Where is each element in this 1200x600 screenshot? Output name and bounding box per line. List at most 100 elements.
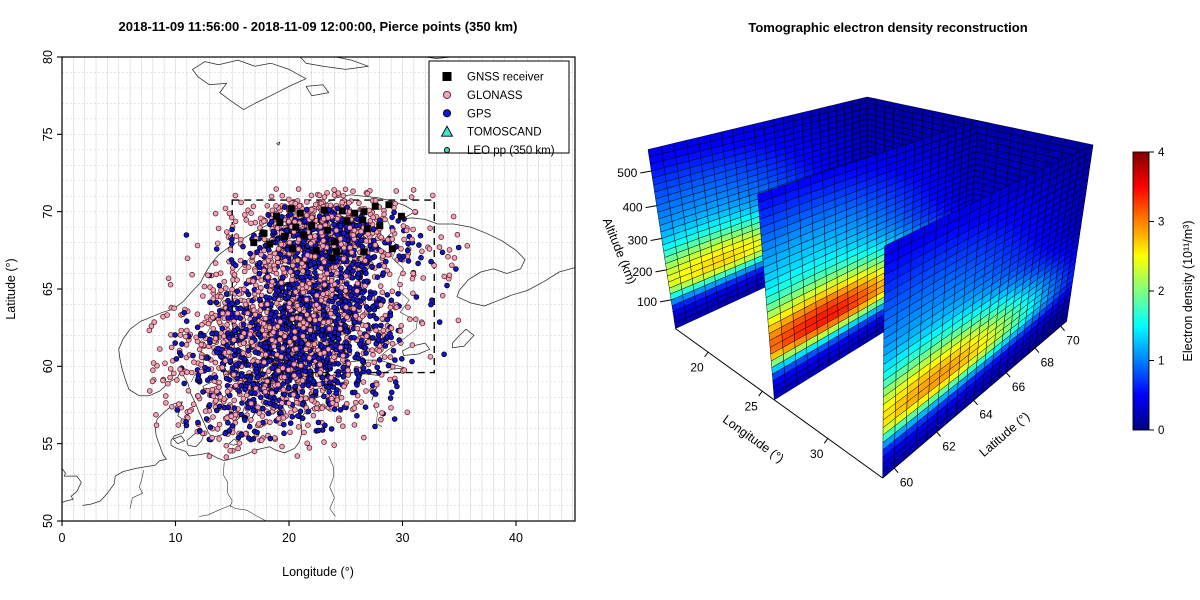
pierce-point-gps: [294, 413, 301, 419]
pierce-point-gps: [335, 315, 342, 322]
pierce-point-glonass: [267, 287, 273, 294]
pierce-point-glonass: [318, 265, 325, 271]
pierce-point-gps: [203, 355, 210, 361]
pierce-point-glonass: [397, 281, 403, 288]
pierce-point-gps: [342, 298, 349, 305]
pierce-point-glonass: [297, 362, 304, 369]
pierce-point-glonass: [379, 315, 386, 322]
pierce-point-glonass: [262, 351, 269, 358]
pierce-point-gps: [374, 364, 381, 371]
pierce-point-glonass: [216, 436, 222, 442]
pierce-point-gps: [335, 360, 342, 367]
pierce-point-glonass: [363, 333, 370, 339]
y-tick-label: 50: [41, 514, 55, 528]
pierce-point-glonass: [247, 331, 253, 338]
pierce-point-glonass: [150, 360, 157, 366]
pierce-point-glonass: [342, 288, 349, 294]
pierce-point-glonass: [250, 203, 257, 210]
pierce-point-glonass: [354, 288, 360, 294]
pierce-point-glonass: [318, 229, 325, 236]
pierce-point-glonass: [336, 417, 342, 424]
pierce-point-glonass: [299, 260, 305, 267]
pierce-point-gps: [249, 297, 255, 304]
pierce-point-gps: [294, 270, 300, 276]
pierce-point-gps: [242, 417, 248, 423]
receiver-marker: [260, 229, 268, 237]
pierce-point-glonass: [373, 327, 379, 334]
pierce-point-gps: [354, 412, 360, 419]
pierce-point-gps: [359, 290, 366, 296]
pierce-point-glonass: [346, 199, 352, 206]
receiver-marker: [312, 246, 320, 254]
pierce-point-gps: [183, 232, 190, 238]
receiver-marker: [250, 239, 258, 247]
pierce-point-glonass: [354, 325, 361, 332]
pierce-point-glonass: [255, 404, 261, 411]
pierce-point-glonass: [301, 429, 307, 436]
pierce-point-glonass: [289, 316, 296, 322]
pierce-point-glonass: [238, 236, 244, 243]
receiver-marker: [266, 240, 274, 248]
pierce-point-gps: [178, 352, 184, 359]
pierce-point-glonass: [165, 380, 171, 387]
pierce-point-gps: [415, 260, 421, 267]
pierce-point-gps: [231, 327, 238, 334]
pierce-point-gps: [396, 253, 403, 259]
pierce-point-glonass: [246, 352, 252, 358]
pierce-point-glonass: [195, 393, 201, 399]
pierce-point-glonass: [223, 285, 229, 291]
pierce-point-glonass: [231, 272, 238, 278]
pierce-point-glonass: [431, 262, 437, 269]
pierce-point-glonass: [206, 453, 213, 460]
pierce-point-glonass: [320, 216, 327, 222]
pierce-point-gps: [174, 407, 181, 413]
pierce-point-glonass: [299, 377, 306, 384]
pierce-point-glonass: [398, 322, 405, 329]
pierce-point-glonass: [304, 440, 311, 447]
pierce-point-glonass: [409, 236, 415, 243]
pierce-point-gps: [268, 218, 275, 225]
pierce-point-gps: [190, 352, 196, 359]
pierce-point-gps: [256, 270, 263, 277]
pierce-point-glonass: [163, 400, 169, 406]
pierce-point-glonass: [312, 233, 318, 239]
reconstruction-region-dashed-box: [231, 199, 435, 374]
pierce-point-gps: [213, 299, 220, 306]
pierce-point-glonass: [266, 324, 273, 331]
receiver-marker: [397, 212, 405, 220]
pierce-point-gps: [373, 341, 380, 347]
pierce-point-glonass: [242, 301, 249, 308]
pierce-point-glonass: [341, 383, 347, 390]
pierce-point-gps: [203, 416, 210, 422]
pierce-point-glonass: [264, 274, 271, 280]
pierce-point-gps: [369, 335, 376, 341]
pierce-point-glonass: [289, 277, 295, 283]
pierce-point-gps: [387, 312, 394, 319]
pierce-point-glonass: [291, 328, 298, 335]
pierce-point-gps: [321, 336, 327, 343]
pierce-point-glonass: [225, 310, 231, 317]
pierce-point-glonass: [365, 231, 371, 237]
pierce-point-glonass: [316, 192, 323, 199]
y-tick-label: 75: [41, 127, 55, 141]
pierce-point-glonass: [174, 377, 180, 383]
pierce-point-glonass: [412, 316, 419, 323]
pierce-point-gps: [285, 294, 292, 300]
pierce-point-gps: [284, 378, 291, 385]
pierce-point-gps: [280, 309, 287, 316]
pierce-point-glonass: [379, 410, 385, 416]
pierce-point-gps: [444, 282, 450, 289]
pierce-point-glonass: [251, 307, 257, 314]
pierce-point-glonass: [327, 202, 334, 209]
pierce-point-glonass: [295, 424, 302, 430]
pierce-point-glonass: [332, 264, 339, 271]
pierce-point-gps: [229, 423, 236, 429]
pierce-point-glonass: [178, 327, 185, 334]
pierce-point-glonass: [320, 319, 327, 326]
pierce-point-gps: [278, 409, 284, 416]
pierce-point-gps: [207, 299, 213, 306]
pierce-point-glonass: [219, 310, 226, 317]
